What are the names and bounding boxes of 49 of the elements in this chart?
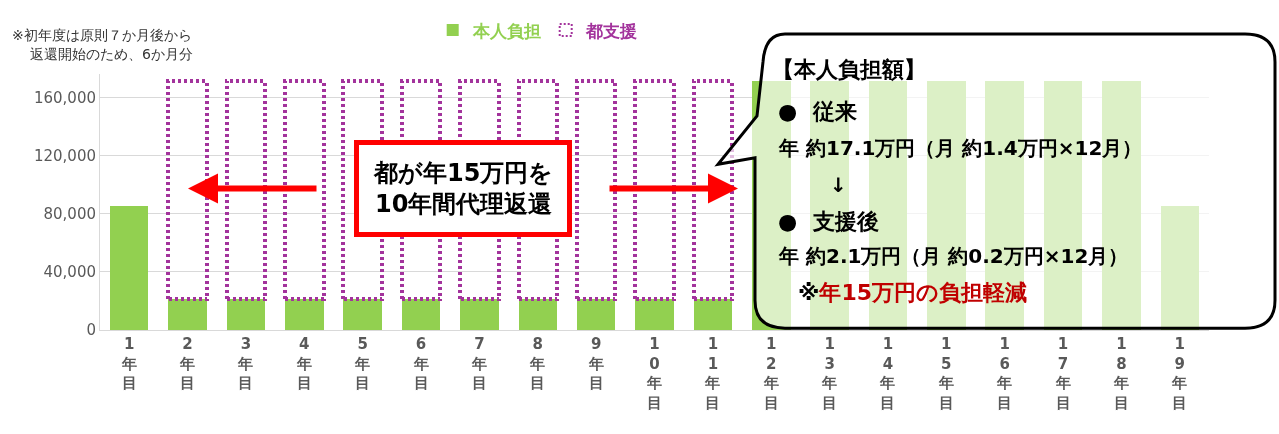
bar (1102, 81, 1141, 330)
y-tick-label: 80,000 (43, 204, 96, 223)
legend-label: 都支援 (584, 20, 637, 41)
x-tick-label: 1年目 (120, 335, 137, 392)
bar (401, 299, 441, 330)
x-tick-label: 7年目 (470, 335, 487, 392)
annotation: ※年15万円の負担軽減 (798, 280, 1028, 305)
bar (460, 299, 499, 330)
y-tick-label: 40,000 (43, 263, 96, 282)
text: 返還開始のため、6か月分 (30, 46, 193, 62)
x-tick-label: 6年目 (412, 335, 429, 392)
annotation: 【本人負担額】 (772, 57, 926, 82)
bar (343, 299, 382, 330)
bar (226, 299, 266, 330)
y-tick-label: 160,000 (33, 88, 96, 107)
bar (285, 299, 324, 330)
x-tick-label: 16年目 (996, 335, 1013, 412)
x-tick-label: 18年目 (1112, 335, 1129, 412)
x-tick-label: 9年目 (587, 335, 604, 392)
bar (693, 299, 733, 330)
annotation: ● 支援後 (778, 209, 879, 234)
x-tick-label: 8年目 (529, 335, 546, 392)
legend-label: 本人負担 (471, 20, 541, 41)
text: ※初年度は原則７か月後から (12, 27, 192, 43)
x-tick-label: 2年目 (179, 335, 196, 392)
y-tick-label: 120,000 (33, 146, 96, 165)
x-tick-label: 17年目 (1054, 335, 1071, 412)
bar (518, 299, 558, 330)
bar (168, 299, 207, 330)
x-tick-label: 11年目 (704, 335, 721, 412)
annotation: ● 従来 (778, 99, 857, 124)
annotation: ↓ (830, 173, 847, 197)
bar (576, 299, 616, 330)
x-tick-label: 10年目 (646, 335, 662, 412)
x-tick-label: 13年目 (821, 335, 838, 412)
bar (635, 299, 674, 330)
y-tick-label: 0 (86, 321, 96, 340)
x-tick-label: 14年目 (879, 335, 896, 412)
x-tick-label: 12年目 (762, 335, 779, 412)
annotation: 都が年15万円を 10年間代理返還 (373, 159, 554, 219)
x-tick-label: 5年目 (354, 335, 371, 392)
annotation: 年 約17.1万円（月 約1.4万円×12月） (778, 136, 1143, 160)
x-tick-label: 15年目 (937, 335, 954, 412)
x-tick-label: 19年目 (1171, 335, 1188, 412)
annotation: 年 約2.1万円（月 約0.2万円×12月） (778, 244, 1129, 268)
bar (109, 205, 149, 330)
x-tick-label: 4年目 (295, 335, 312, 392)
x-tick-label: 3年目 (237, 335, 254, 392)
bar (1160, 205, 1200, 330)
